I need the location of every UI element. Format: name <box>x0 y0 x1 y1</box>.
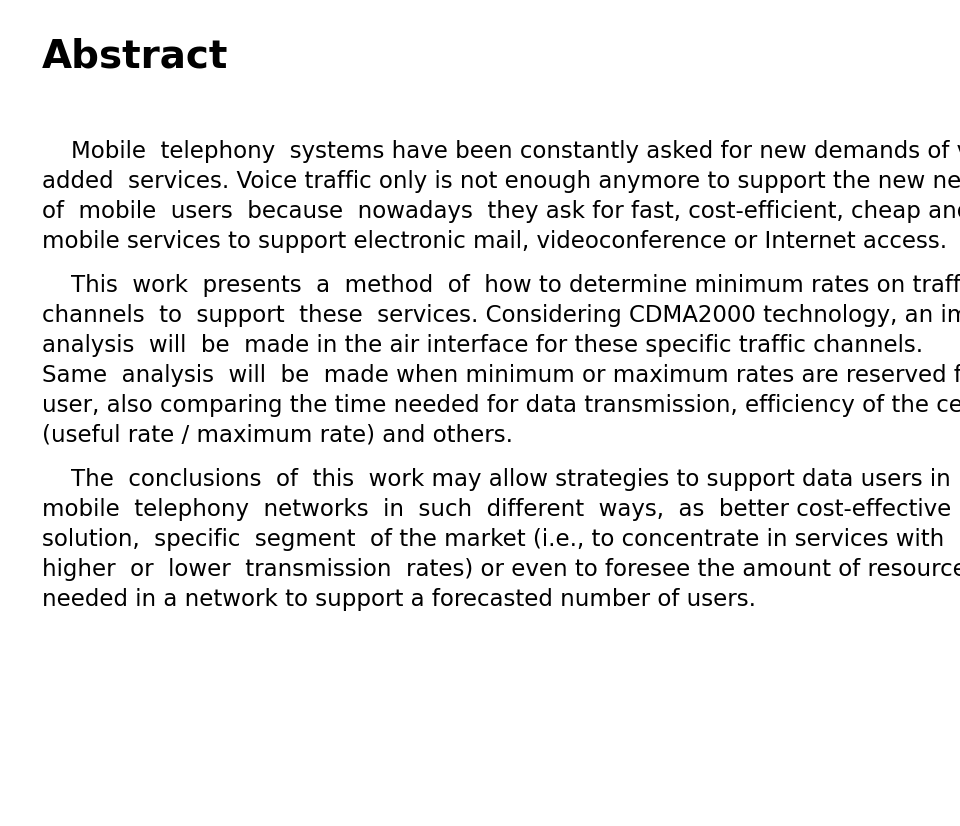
Text: user, also comparing the time needed for data transmission, efficiency of the ce: user, also comparing the time needed for… <box>42 394 960 417</box>
Text: Same  analysis  will  be  made when minimum or maximum rates are reserved for ea: Same analysis will be made when minimum … <box>42 364 960 387</box>
Text: higher  or  lower  transmission  rates) or even to foresee the amount of resourc: higher or lower transmission rates) or e… <box>42 558 960 581</box>
Text: This  work  presents  a  method  of  how to determine minimum rates on traffic: This work presents a method of how to de… <box>42 274 960 297</box>
Text: solution,  specific  segment  of the market (i.e., to concentrate in services wi: solution, specific segment of the market… <box>42 528 945 551</box>
Text: added  services. Voice traffic only is not enough anymore to support the new nee: added services. Voice traffic only is no… <box>42 170 960 193</box>
Text: channels  to  support  these  services. Considering CDMA2000 technology, an impa: channels to support these services. Cons… <box>42 304 960 327</box>
Text: of  mobile  users  because  nowadays  they ask for fast, cost-efficient, cheap a: of mobile users because nowadays they as… <box>42 200 960 223</box>
Text: analysis  will  be  made in the air interface for these specific traffic channel: analysis will be made in the air interfa… <box>42 334 924 357</box>
Text: Mobile  telephony  systems have been constantly asked for new demands of value: Mobile telephony systems have been const… <box>42 140 960 163</box>
Text: mobile services to support electronic mail, videoconference or Internet access.: mobile services to support electronic ma… <box>42 230 948 253</box>
Text: needed in a network to support a forecasted number of users.: needed in a network to support a forecas… <box>42 588 756 611</box>
Text: (useful rate / maximum rate) and others.: (useful rate / maximum rate) and others. <box>42 424 513 447</box>
Text: mobile  telephony  networks  in  such  different  ways,  as  better cost-effecti: mobile telephony networks in such differ… <box>42 498 951 521</box>
Text: The  conclusions  of  this  work may allow strategies to support data users in: The conclusions of this work may allow s… <box>42 468 950 491</box>
Text: Abstract: Abstract <box>42 38 228 76</box>
